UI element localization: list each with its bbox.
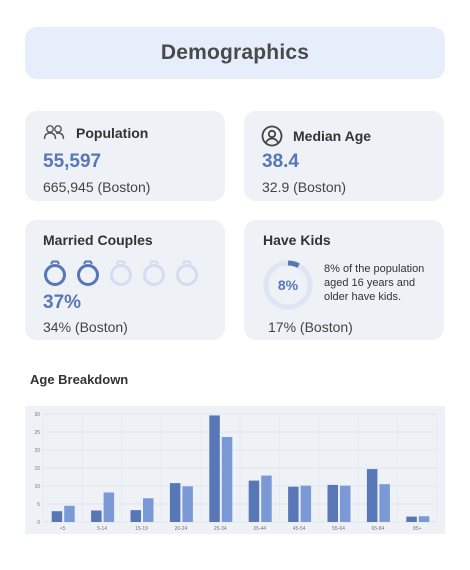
bar-20-24-series-2 bbox=[182, 486, 193, 522]
y-tick-label: 0 bbox=[37, 520, 40, 526]
x-tick-label: 35-44 bbox=[253, 526, 266, 532]
bar-65-84-series-2 bbox=[379, 484, 390, 522]
page-header: Demographics bbox=[25, 27, 445, 79]
bar-<5-series-2 bbox=[64, 505, 75, 522]
married-boston: 34% (Boston) bbox=[43, 319, 128, 335]
median-age-title: Median Age bbox=[293, 128, 372, 144]
bar-25-34-series-1 bbox=[209, 415, 220, 522]
age-breakdown-chart: 0 5 10 15 20 25 30 <5 5-14 15-19 20-24 25-34 35-44 45… bbox=[25, 406, 445, 534]
bar-5-14-series-1 bbox=[91, 510, 102, 522]
population-card: Population 55,597 665,945 (Boston) bbox=[25, 111, 225, 201]
kids-description: 8% of the population aged 16 years and o… bbox=[324, 263, 425, 303]
kids-percent: 8% bbox=[278, 277, 299, 293]
population-value: 55,597 bbox=[43, 151, 102, 172]
ring-icon bbox=[76, 260, 100, 286]
x-tick-label: 85+ bbox=[413, 526, 422, 532]
people-icon bbox=[43, 124, 65, 145]
x-tick-label: 15-19 bbox=[135, 526, 148, 532]
bar-<5-series-1 bbox=[51, 511, 63, 522]
bar-85+-series-2 bbox=[418, 516, 430, 522]
married-couples-card: Married Couples 37% 34% (Boston) bbox=[25, 220, 225, 340]
bar-35-44-series-1 bbox=[248, 480, 260, 522]
x-tick-label: 20-24 bbox=[175, 526, 188, 532]
y-tick-label: 5 bbox=[37, 502, 40, 508]
bar-65-84-series-1 bbox=[366, 469, 378, 522]
x-tick-label: 5-14 bbox=[97, 526, 107, 532]
bar-55-64-series-2 bbox=[340, 485, 351, 522]
kids-donut: 8% bbox=[263, 260, 313, 310]
kids-boston: 17% (Boston) bbox=[268, 319, 353, 335]
ring-icon bbox=[175, 260, 199, 286]
bar-15-19-series-2 bbox=[143, 498, 154, 522]
bar-85+-series-1 bbox=[406, 516, 417, 522]
x-tick-label: 45-54 bbox=[293, 526, 306, 532]
bar-15-19-series-1 bbox=[130, 510, 141, 522]
married-value: 37% bbox=[43, 292, 82, 313]
bar-45-54-series-2 bbox=[300, 485, 312, 522]
population-title: Population bbox=[76, 125, 149, 141]
bar-35-44-series-2 bbox=[261, 475, 272, 522]
y-tick-label: 25 bbox=[34, 430, 40, 436]
bar-55-64-series-1 bbox=[327, 484, 338, 522]
kids-title: Have Kids bbox=[263, 232, 331, 248]
ring-icons bbox=[43, 260, 199, 286]
x-tick-label: 55-64 bbox=[332, 526, 345, 532]
median-age-value: 38.4 bbox=[262, 151, 299, 172]
y-tick-label: 20 bbox=[34, 448, 40, 454]
x-tick-label: 65-84 bbox=[372, 526, 385, 532]
have-kids-card: Have Kids 8% 8% of the population aged 1… bbox=[244, 220, 444, 340]
age-breakdown-title: Age Breakdown bbox=[30, 372, 129, 387]
x-tick-label: <5 bbox=[60, 526, 66, 532]
y-tick-label: 15 bbox=[34, 466, 40, 472]
ring-icon bbox=[109, 260, 133, 286]
median-age-boston: 32.9 (Boston) bbox=[262, 179, 347, 195]
y-tick-label: 10 bbox=[34, 484, 40, 490]
bar-5-14-series-2 bbox=[103, 492, 115, 522]
bar-45-54-series-1 bbox=[288, 486, 299, 522]
population-boston: 665,945 (Boston) bbox=[43, 179, 151, 195]
median-age-card: Median Age 38.4 32.9 (Boston) bbox=[244, 111, 444, 201]
age-chart-svg: 0 5 10 15 20 25 30 <5 5-14 15-19 20-24 25-34 35-44 45… bbox=[34, 412, 438, 532]
ring-icon bbox=[142, 260, 166, 286]
married-title: Married Couples bbox=[43, 232, 153, 248]
page-title: Demographics bbox=[160, 41, 310, 64]
user-circle-icon bbox=[261, 125, 283, 152]
bar-20-24-series-1 bbox=[169, 483, 181, 522]
x-tick-label: 25-34 bbox=[214, 526, 227, 532]
y-tick-label: 30 bbox=[34, 412, 40, 418]
bar-25-34-series-2 bbox=[221, 437, 233, 522]
ring-icon bbox=[43, 260, 67, 286]
